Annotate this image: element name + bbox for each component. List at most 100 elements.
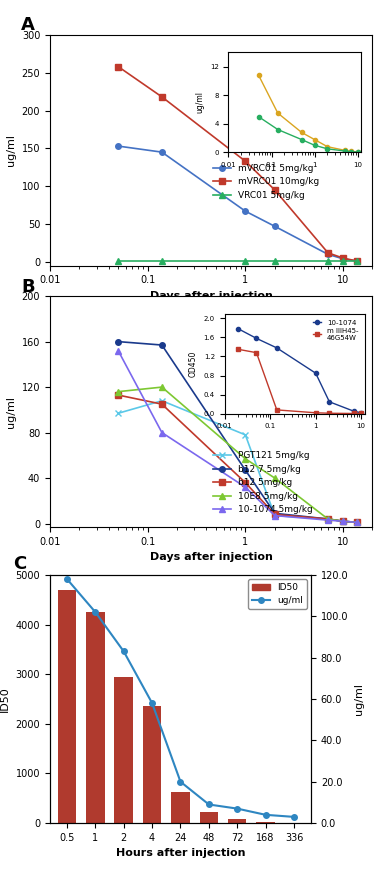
PGT121 5mg/kg bbox=[160, 395, 164, 406]
10-1074 bbox=[359, 408, 364, 418]
PGT121 5mg/kg bbox=[341, 516, 345, 526]
VRC01 5mg/kg bbox=[116, 256, 121, 267]
mVRC01 10mg/kg bbox=[341, 253, 345, 263]
10-1074 5mg/kg bbox=[326, 515, 330, 525]
Text: C: C bbox=[13, 555, 26, 573]
mVRC01 5mg/kg bbox=[243, 206, 248, 216]
10-1074 bbox=[313, 368, 318, 378]
Legend: PGT121 5mg/kg, b12 7.5mg/kg, b12 5mg/kg, 10E8 5mg/kg, 10-1074 5mg/kg: PGT121 5mg/kg, b12 7.5mg/kg, b12 5mg/kg,… bbox=[209, 448, 316, 518]
m IIIH45-
46G54W bbox=[359, 408, 364, 419]
10-1074 5mg/kg bbox=[355, 517, 360, 528]
10E8 5mg/kg bbox=[116, 387, 121, 397]
mVRC01 5mg/kg bbox=[160, 147, 164, 158]
VRC01 5mg/kg bbox=[243, 256, 248, 267]
10E8 5mg/kg bbox=[355, 517, 360, 528]
Bar bbox=[143, 706, 161, 823]
Text: A: A bbox=[21, 17, 35, 34]
10-1074 bbox=[236, 324, 241, 334]
10-1074 bbox=[275, 342, 279, 353]
Bar bbox=[171, 793, 190, 823]
mVRC01 10mg/kg bbox=[160, 91, 164, 102]
m IIIH45-
46G54W bbox=[275, 405, 279, 415]
mVRC01 5mg/kg bbox=[273, 221, 277, 232]
b12 7.5mg/kg bbox=[273, 508, 277, 518]
10-1074 5mg/kg bbox=[341, 516, 345, 526]
m IIIH45-
46G54W bbox=[352, 408, 356, 419]
b12 7.5mg/kg bbox=[341, 516, 345, 526]
10-1074 5mg/kg bbox=[160, 428, 164, 438]
Y-axis label: ug/ml: ug/ml bbox=[6, 395, 16, 428]
Line: PGT121 5mg/kg: PGT121 5mg/kg bbox=[116, 398, 360, 525]
Y-axis label: ID50: ID50 bbox=[0, 686, 10, 712]
m IIIH45-
46G54W bbox=[327, 408, 332, 418]
mVRC01 5mg/kg bbox=[116, 141, 121, 152]
PGT121 5mg/kg bbox=[273, 510, 277, 521]
Line: mVRC01 5mg/kg: mVRC01 5mg/kg bbox=[116, 144, 360, 264]
b12 7.5mg/kg bbox=[326, 514, 330, 524]
mVRC01 5mg/kg bbox=[341, 253, 345, 264]
mVRC01 10mg/kg bbox=[355, 256, 360, 267]
Line: 10-1074 5mg/kg: 10-1074 5mg/kg bbox=[116, 348, 360, 525]
VRC01 5mg/kg bbox=[341, 256, 345, 267]
Text: B: B bbox=[21, 278, 35, 295]
Bar bbox=[200, 812, 218, 823]
m IIIH45-
46G54W bbox=[254, 348, 259, 358]
VRC01 5mg/kg bbox=[326, 256, 330, 267]
Line: mVRC01 10mg/kg: mVRC01 10mg/kg bbox=[116, 64, 360, 264]
Legend: 10-1074, m IIIH45-
46G54W: 10-1074, m IIIH45- 46G54W bbox=[310, 317, 361, 344]
b12 5mg/kg bbox=[160, 399, 164, 409]
Line: b12 7.5mg/kg: b12 7.5mg/kg bbox=[116, 339, 360, 525]
b12 7.5mg/kg bbox=[160, 340, 164, 350]
VRC01 5mg/kg bbox=[160, 256, 164, 267]
10E8 5mg/kg bbox=[273, 473, 277, 483]
b12 5mg/kg bbox=[243, 477, 248, 488]
Bar bbox=[86, 612, 104, 823]
mVRC01 5mg/kg bbox=[355, 256, 360, 267]
Y-axis label: OD450: OD450 bbox=[189, 350, 198, 377]
mVRC01 10mg/kg bbox=[273, 185, 277, 195]
Bar bbox=[114, 677, 133, 823]
PGT121 5mg/kg bbox=[116, 408, 121, 418]
Y-axis label: ug/ml: ug/ml bbox=[354, 683, 364, 715]
b12 5mg/kg bbox=[326, 514, 330, 524]
10E8 5mg/kg bbox=[326, 514, 330, 524]
b12 7.5mg/kg bbox=[116, 336, 121, 347]
b12 5mg/kg bbox=[116, 390, 121, 401]
mVRC01 10mg/kg bbox=[326, 247, 330, 258]
10E8 5mg/kg bbox=[341, 516, 345, 526]
10E8 5mg/kg bbox=[160, 381, 164, 392]
b12 5mg/kg bbox=[341, 516, 345, 526]
Legend: ID50, ug/ml: ID50, ug/ml bbox=[248, 579, 306, 609]
PGT121 5mg/kg bbox=[243, 429, 248, 440]
b12 5mg/kg bbox=[355, 517, 360, 528]
VRC01 5mg/kg bbox=[273, 256, 277, 267]
Y-axis label: ug/ml: ug/ml bbox=[195, 91, 204, 113]
mVRC01 10mg/kg bbox=[116, 61, 121, 71]
b12 5mg/kg bbox=[273, 510, 277, 520]
Y-axis label: ug/ml: ug/ml bbox=[6, 134, 16, 166]
PGT121 5mg/kg bbox=[326, 514, 330, 524]
mVRC01 5mg/kg bbox=[326, 249, 330, 260]
X-axis label: Hours after injection: Hours after injection bbox=[116, 848, 245, 859]
Line: 10E8 5mg/kg: 10E8 5mg/kg bbox=[116, 384, 360, 525]
PGT121 5mg/kg bbox=[355, 517, 360, 528]
10-1074 bbox=[327, 396, 332, 407]
10-1074 5mg/kg bbox=[116, 346, 121, 356]
Bar bbox=[58, 590, 76, 823]
Bar bbox=[257, 821, 275, 823]
mVRC01 10mg/kg bbox=[243, 156, 248, 166]
b12 7.5mg/kg bbox=[243, 465, 248, 476]
Bar bbox=[228, 819, 247, 823]
X-axis label: Days after injection: Days after injection bbox=[150, 552, 273, 563]
Line: VRC01 5mg/kg: VRC01 5mg/kg bbox=[116, 259, 360, 264]
X-axis label: Days after injection: Days after injection bbox=[150, 291, 273, 301]
10-1074 bbox=[254, 333, 259, 343]
10-1074 bbox=[352, 406, 356, 416]
10E8 5mg/kg bbox=[243, 454, 248, 464]
VRC01 5mg/kg bbox=[355, 256, 360, 267]
Line: b12 5mg/kg: b12 5mg/kg bbox=[116, 392, 360, 525]
b12 7.5mg/kg bbox=[355, 517, 360, 528]
m IIIH45-
46G54W bbox=[236, 344, 241, 354]
10-1074 5mg/kg bbox=[243, 482, 248, 492]
Legend: mVRC01 5mg/kg, mVRC01 10mg/kg, VRC01 5mg/kg: mVRC01 5mg/kg, mVRC01 10mg/kg, VRC01 5mg… bbox=[209, 160, 323, 204]
